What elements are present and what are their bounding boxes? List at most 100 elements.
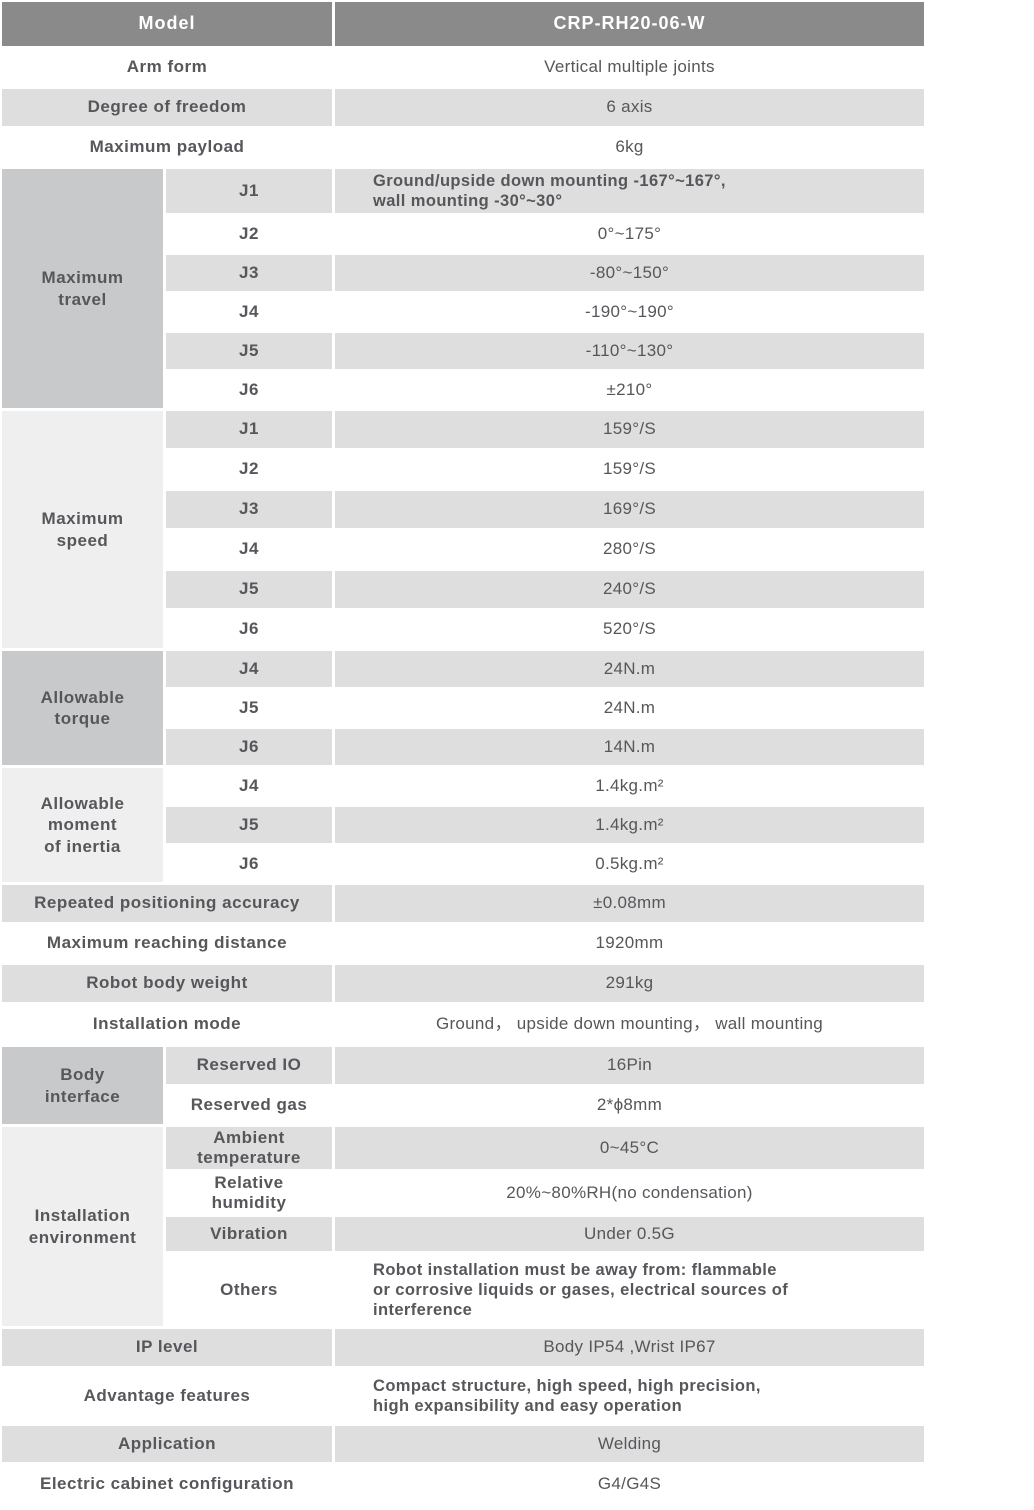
ambient-temperature-value: 0~45°C: [335, 1127, 924, 1169]
row-ambient-temperature: Ambient temperature 0~45°C: [166, 1127, 924, 1169]
row-travel-j2: J2 0°~175°: [166, 216, 924, 252]
torque-j6-label: J6: [166, 729, 332, 765]
reaching-distance-label: Maximum reaching distance: [2, 925, 332, 962]
torque-j5-label: J5: [166, 690, 332, 726]
row-reaching-distance: Maximum reaching distance 1920mm: [2, 925, 924, 962]
torque-j4-value: 24N.m: [335, 651, 924, 687]
row-application: Application Welding: [2, 1426, 924, 1462]
row-body-weight: Robot body weight 291kg: [2, 965, 924, 1002]
torque-j5-value: 24N.m: [335, 690, 924, 726]
row-torque-j5: J5 24N.m: [166, 690, 924, 726]
speed-j2-value: 159°/S: [335, 451, 924, 488]
row-repeated-accuracy: Repeated positioning accuracy ±0.08mm: [2, 885, 924, 922]
application-value: Welding: [335, 1426, 924, 1462]
inertia-j4-label: J4: [166, 768, 332, 804]
application-label: Application: [2, 1426, 332, 1462]
row-reserved-io: Reserved IO 16Pin: [166, 1047, 924, 1084]
group-maximum-travel: Maximum travel J1 Ground/upside down mou…: [2, 169, 924, 408]
ip-level-value: Body IP54 ,Wrist IP67: [335, 1329, 924, 1366]
speed-j1-value: 159°/S: [335, 411, 924, 448]
arm-form-value: Vertical multiple joints: [335, 49, 924, 86]
row-reserved-gas: Reserved gas 2*ϕ8mm: [166, 1087, 924, 1124]
installation-mode-value: Ground， upside down mounting， wall mount…: [335, 1005, 924, 1044]
speed-j6-label: J6: [166, 611, 332, 648]
repeated-accuracy-label: Repeated positioning accuracy: [2, 885, 332, 922]
travel-j2-value: 0°~175°: [335, 216, 924, 252]
row-travel-j4: J4 -190°~190°: [166, 294, 924, 330]
speed-j3-value: 169°/S: [335, 491, 924, 528]
row-electric-cabinet: Electric cabinet configuration G4/G4S: [2, 1465, 924, 1503]
speed-j3-label: J3: [166, 491, 332, 528]
row-travel-j5: J5 -110°~130°: [166, 333, 924, 369]
row-installation-mode: Installation mode Ground， upside down mo…: [2, 1005, 924, 1044]
travel-j3-value: -80°~150°: [335, 255, 924, 291]
row-others: Others Robot installation must be away f…: [166, 1254, 924, 1326]
advantage-features-value: Compact structure, high speed, high prec…: [335, 1369, 924, 1423]
group-body-interface: Body interface Reserved IO 16Pin Reserve…: [2, 1047, 924, 1124]
row-travel-j6: J6 ±210°: [166, 372, 924, 408]
torque-j6-value: 14N.m: [335, 729, 924, 765]
travel-j4-value: -190°~190°: [335, 294, 924, 330]
others-value: Robot installation must be away from: fl…: [335, 1254, 924, 1326]
reserved-io-label: Reserved IO: [166, 1047, 332, 1084]
body-weight-label: Robot body weight: [2, 965, 332, 1002]
row-speed-j6: J6 520°/S: [166, 611, 924, 648]
travel-j4-label: J4: [166, 294, 332, 330]
row-speed-j4: J4 280°/S: [166, 531, 924, 568]
model-value: CRP-RH20-06-W: [335, 2, 924, 46]
travel-j5-value: -110°~130°: [335, 333, 924, 369]
repeated-accuracy-value: ±0.08mm: [335, 885, 924, 922]
speed-j5-label: J5: [166, 571, 332, 608]
allowable-torque-label: Allowable torque: [2, 651, 163, 765]
travel-j5-label: J5: [166, 333, 332, 369]
body-weight-value: 291kg: [335, 965, 924, 1002]
group-maximum-speed: Maximum speed J1 159°/S J2 159°/S J3 169…: [2, 411, 924, 648]
group-allowable-torque: Allowable torque J4 24N.m J5 24N.m J6 14…: [2, 651, 924, 765]
inertia-j4-value: 1.4kg.m²: [335, 768, 924, 804]
installation-mode-label: Installation mode: [2, 1005, 332, 1044]
maximum-speed-label: Maximum speed: [2, 411, 163, 648]
spec-table: Model CRP-RH20-06-W Arm form Vertical mu…: [2, 2, 924, 1503]
row-torque-j4: J4 24N.m: [166, 651, 924, 687]
electric-cabinet-value: G4/G4S: [335, 1465, 924, 1503]
body-interface-label: Body interface: [2, 1047, 163, 1124]
row-travel-j1: J1 Ground/upside down mounting -167°~167…: [166, 169, 924, 213]
reserved-gas-label: Reserved gas: [166, 1087, 332, 1124]
reserved-io-value: 16Pin: [335, 1047, 924, 1084]
reserved-gas-value: 2*ϕ8mm: [335, 1087, 924, 1124]
speed-j5-value: 240°/S: [335, 571, 924, 608]
header-row: Model CRP-RH20-06-W: [2, 2, 924, 46]
ambient-temperature-label: Ambient temperature: [166, 1127, 332, 1169]
torque-j4-label: J4: [166, 651, 332, 687]
group-installation-environment: Installation environment Ambient tempera…: [2, 1127, 924, 1326]
row-speed-j1: J1 159°/S: [166, 411, 924, 448]
speed-j1-label: J1: [166, 411, 332, 448]
ip-level-label: IP level: [2, 1329, 332, 1366]
row-inertia-j5: J5 1.4kg.m²: [166, 807, 924, 843]
travel-j6-label: J6: [166, 372, 332, 408]
travel-j3-label: J3: [166, 255, 332, 291]
travel-j1-value: Ground/upside down mounting -167°~167°, …: [335, 169, 924, 213]
travel-j2-label: J2: [166, 216, 332, 252]
inertia-j5-value: 1.4kg.m²: [335, 807, 924, 843]
vibration-value: Under 0.5G: [335, 1217, 924, 1251]
others-label: Others: [166, 1254, 332, 1326]
row-ip-level: IP level Body IP54 ,Wrist IP67: [2, 1329, 924, 1366]
installation-environment-label: Installation environment: [2, 1127, 163, 1326]
relative-humidity-value: 20%~80%RH(no condensation): [335, 1172, 924, 1214]
vibration-label: Vibration: [166, 1217, 332, 1251]
dof-label: Degree of freedom: [2, 89, 332, 126]
row-speed-j3: J3 169°/S: [166, 491, 924, 528]
arm-form-label: Arm form: [2, 49, 332, 86]
row-degree-of-freedom: Degree of freedom 6 axis: [2, 89, 924, 126]
row-advantage-features: Advantage features Compact structure, hi…: [2, 1369, 924, 1423]
row-speed-j2: J2 159°/S: [166, 451, 924, 488]
speed-j4-value: 280°/S: [335, 531, 924, 568]
row-torque-j6: J6 14N.m: [166, 729, 924, 765]
travel-j6-value: ±210°: [335, 372, 924, 408]
relative-humidity-label: Relative humidity: [166, 1172, 332, 1214]
model-label: Model: [2, 2, 332, 46]
allowable-inertia-label: Allowable moment of inertia: [2, 768, 163, 882]
speed-j2-label: J2: [166, 451, 332, 488]
row-relative-humidity: Relative humidity 20%~80%RH(no condensat…: [166, 1172, 924, 1214]
